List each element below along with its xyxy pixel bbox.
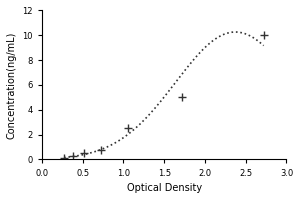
Y-axis label: Concentration(ng/mL): Concentration(ng/mL) bbox=[7, 31, 17, 139]
X-axis label: Optical Density: Optical Density bbox=[127, 183, 202, 193]
